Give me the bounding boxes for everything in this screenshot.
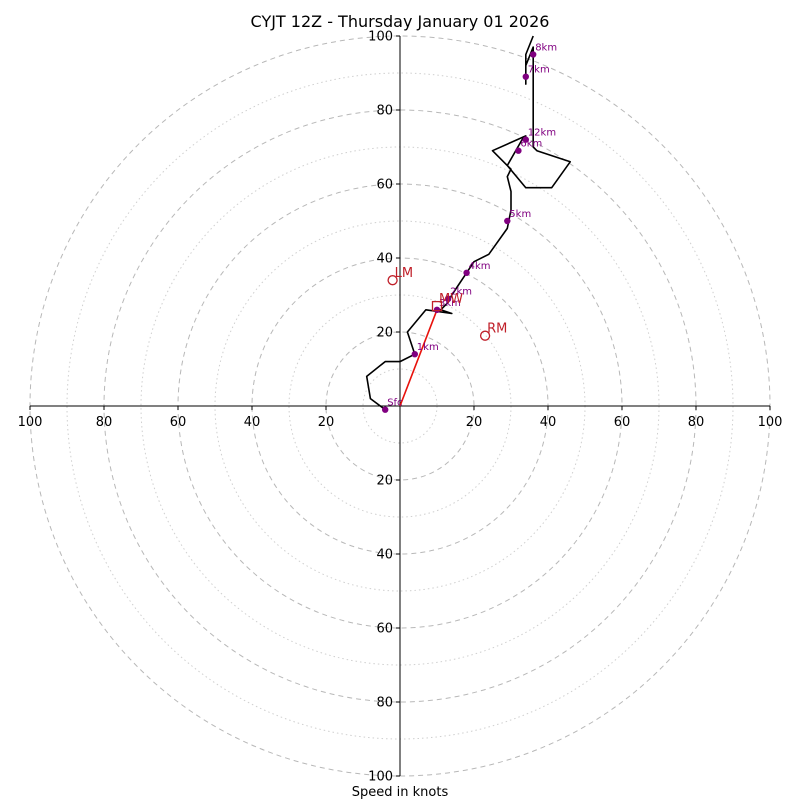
height-marker-5km [504, 217, 511, 225]
shear-vector [399, 309, 438, 407]
height-label-6km: 6km [520, 139, 542, 150]
height-marker-2km [444, 295, 452, 302]
x-tick-label: 80 [96, 415, 113, 430]
storm-marker-lm [387, 275, 398, 286]
y-tick-label: 100 [368, 770, 393, 785]
y-tick-label: 80 [376, 696, 393, 711]
x-tick-label: 100 [18, 415, 43, 430]
height-label-3km: 3km [439, 298, 461, 309]
x-axis-label: Speed in knots [352, 785, 449, 800]
height-label-Sfc: Sfc [387, 398, 402, 409]
x-tick-label: 100 [758, 415, 783, 430]
y-tick-label: 40 [376, 548, 393, 563]
y-tick-label: 80 [376, 104, 393, 119]
shear-vector-group [399, 309, 438, 407]
height-label-4km: 4km [469, 261, 491, 272]
chart-title: CYJT 12Z - Thursday January 01 2026 [251, 12, 550, 31]
height-label-5km: 5km [509, 209, 531, 220]
x-tick-label: 40 [540, 415, 557, 430]
x-tick-label: 40 [244, 415, 261, 430]
storm-marker-rm [479, 330, 491, 341]
height-marker-4km [463, 269, 470, 276]
height-marker-1km [411, 351, 418, 358]
height-label-1km: 1km [417, 342, 439, 353]
height-marker-3km [433, 306, 441, 313]
height-label-12km: 12km [528, 128, 556, 139]
height-marker-6km [515, 147, 522, 154]
height-marker-8km [530, 51, 537, 58]
y-tick-label: 20 [376, 474, 393, 489]
y-tick-label: 60 [376, 622, 393, 637]
storm-marker-mw [431, 300, 443, 312]
x-tick-label: 60 [614, 415, 631, 430]
hodograph-trace [365, 35, 572, 411]
y-tick-label: 100 [368, 30, 393, 45]
height-marker-Sfc [382, 406, 389, 413]
y-tick-label: 20 [376, 326, 393, 341]
height-label-8km: 8km [535, 43, 557, 54]
storm-label-mw: MW [439, 292, 463, 307]
hodograph-trace-group [365, 35, 572, 411]
height-marker-7km [522, 73, 529, 80]
storm-label-rm: RM [487, 322, 507, 337]
x-tick-label: 20 [466, 415, 483, 430]
x-tick-label: 80 [688, 415, 705, 430]
height-label-2km: 2km [450, 287, 472, 298]
y-tick-label: 40 [376, 252, 393, 267]
x-tick-label: 60 [170, 415, 187, 430]
storm-label-lm: LM [395, 266, 413, 281]
height-label-7km: 7km [528, 65, 550, 76]
x-tick-label: 20 [318, 415, 335, 430]
axis-ticks: 100 80 60 40 20 20 40 60 80 100 100 80 60 40 20 20 40 60 8… [18, 30, 783, 785]
storm-motion-markers: LM RM MW [387, 266, 507, 341]
y-tick-label: 60 [376, 178, 393, 193]
height-marker-12km [522, 136, 529, 143]
